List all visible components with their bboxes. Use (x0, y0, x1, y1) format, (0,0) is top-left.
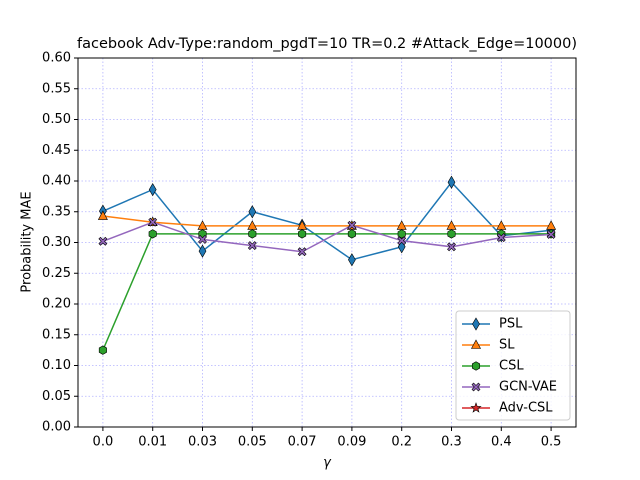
x-tick-label: 0.01 (138, 435, 167, 450)
y-tick-label: 0.60 (42, 51, 71, 66)
series-line (102, 215, 552, 227)
y-tick-label: 0.40 (42, 174, 71, 189)
marker (397, 229, 406, 239)
legend-label: PSL (499, 317, 523, 332)
y-tick-label: 0.15 (42, 327, 71, 342)
marker (471, 361, 481, 371)
marker (98, 236, 108, 246)
legend-label: GCN-VAE (499, 380, 557, 395)
y-tick-label: 0.05 (42, 389, 71, 404)
chart-title: facebook Adv-Type:random_pgdT=10 TR=0.2 … (77, 36, 577, 52)
marker (98, 345, 107, 355)
marker (247, 241, 257, 251)
y-tick-label: 0.35 (42, 204, 71, 219)
y-tick-label: 0.30 (42, 235, 71, 250)
plot-frame (77, 57, 577, 428)
legend: PSL SL CSL GCN-VAE Adv-CSL (455, 310, 571, 421)
x-tick-label: 0.03 (188, 435, 217, 450)
marker (148, 217, 158, 227)
marker (446, 220, 457, 230)
y-tick-label: 0.45 (42, 143, 71, 158)
y-tick-label: 0.50 (42, 112, 71, 127)
x-tick-label: 0.09 (337, 435, 366, 450)
y-tick-label: 0.25 (42, 266, 71, 281)
marker (247, 220, 258, 230)
x-tick-label: 0.5 (541, 435, 562, 450)
marker (447, 242, 456, 252)
x-tick-label: 0.3 (441, 435, 462, 450)
marker (347, 229, 356, 239)
marker (470, 402, 482, 413)
legend-label: CSL (499, 359, 524, 374)
marker (471, 339, 481, 349)
legend-label: Adv-CSL (499, 401, 553, 416)
marker (348, 253, 356, 267)
x-axis-label: γ (323, 456, 332, 471)
x-tick-label: 0.07 (288, 435, 317, 450)
marker (447, 175, 456, 189)
marker (148, 183, 157, 197)
marker (148, 229, 157, 239)
legend-label: SL (499, 338, 515, 353)
y-axis-label: Probability MAE (20, 191, 35, 292)
marker (97, 210, 108, 220)
y-tick-label: 0.10 (42, 358, 71, 373)
marker (248, 229, 257, 239)
x-tick-label: 0.2 (391, 435, 412, 450)
marker (396, 220, 407, 230)
y-tick-label: 0.55 (42, 81, 71, 96)
marker (297, 247, 307, 257)
x-tick-label: 0.4 (491, 435, 512, 450)
y-tick-label: 0.00 (42, 420, 71, 435)
marker (397, 236, 407, 246)
marker (546, 220, 557, 230)
x-tick-label: 0.05 (238, 435, 267, 450)
marker (496, 233, 506, 243)
marker (472, 317, 480, 331)
marker (447, 229, 456, 239)
marker (347, 220, 357, 230)
series-line (102, 221, 552, 253)
marker (496, 220, 507, 230)
marker (471, 382, 481, 392)
legend-box (455, 310, 571, 421)
marker (198, 244, 207, 258)
marker (198, 235, 207, 244)
x-tick-label: 0.0 (93, 435, 114, 450)
series-line (102, 181, 552, 261)
marker (298, 229, 307, 239)
marker (546, 230, 556, 239)
series-line (102, 233, 552, 351)
y-tick-label: 0.20 (42, 297, 71, 312)
marker (248, 205, 257, 219)
